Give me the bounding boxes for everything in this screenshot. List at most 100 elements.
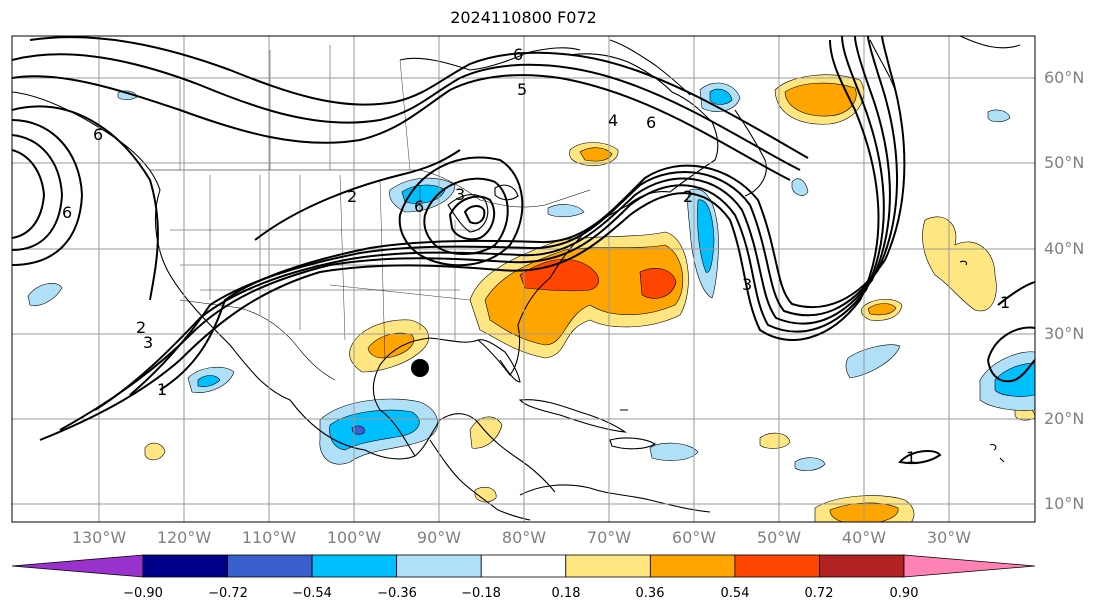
anomaly-patch-nova-scotia-cyan	[697, 199, 715, 273]
contour-low-center-4	[463, 205, 486, 225]
contour-north-atlantic-edge	[997, 281, 1035, 306]
colorbar-tick-label: −0.90	[123, 586, 163, 601]
contour-low-center-3	[448, 195, 496, 241]
contour-5	[159, 36, 906, 391]
lat-label-60n: 60°N	[1044, 68, 1085, 87]
contour-west-low-3	[12, 149, 46, 239]
contour-label: 6	[93, 125, 103, 144]
colorbar-segment	[480, 554, 567, 578]
anomaly-patch-small-blue-3	[794, 457, 826, 471]
map-frame	[11, 35, 1036, 523]
contour-east-closed	[987, 326, 1035, 383]
map-title: 2024110800 F072	[450, 8, 597, 27]
storm-center-marker	[411, 359, 429, 377]
contour-west-low-2	[12, 134, 64, 251]
lon-label-50w: 50°W	[756, 528, 802, 547]
anomaly-patch-small-blue-1	[791, 178, 809, 196]
central-america-coast	[429, 439, 531, 521]
anomaly-patch-small-yellow-4	[474, 486, 497, 503]
canada-arctic-coast	[399, 39, 767, 197]
colorbar-tick-label: 0.54	[720, 586, 750, 601]
lat-label-20n: 20°N	[1044, 409, 1085, 428]
lon-label-40w: 40°W	[841, 528, 887, 547]
anomaly-patch-east-coast-inner	[519, 259, 677, 299]
colorbar-segment	[734, 554, 820, 578]
lon-label-90w: 90°W	[416, 528, 462, 547]
contour-label: 5	[517, 80, 527, 99]
anomaly-patch-caribbean-blue	[649, 442, 699, 461]
colorbar	[11, 554, 1036, 578]
contour-low-center-2	[423, 177, 509, 255]
colorbar-tick-label: −0.18	[461, 586, 501, 601]
colorbar-tick-label: 0.18	[551, 586, 581, 601]
lon-label-80w: 80°W	[501, 528, 547, 547]
shaded-fields	[27, 74, 1035, 522]
anomaly-patch-small-yellow-2	[144, 442, 166, 461]
colorbar-tick-label: −0.54	[292, 586, 332, 601]
atlantic-islands	[620, 260, 1005, 463]
contour-label: 1	[157, 380, 167, 399]
hispaniola-coast	[609, 437, 657, 450]
contour-label: 3	[742, 275, 752, 294]
lat-label-40n: 40°N	[1044, 239, 1085, 258]
colorbar-segment	[227, 554, 313, 578]
contour-mid-trough	[254, 149, 461, 241]
anomaly-patch-midocean-blue	[845, 344, 901, 379]
contour-upper-1	[12, 74, 791, 181]
anomaly-patch-small-yellow-1	[759, 432, 791, 449]
colorbar-segment	[819, 554, 905, 578]
lon-label-110w: 110°W	[241, 528, 297, 547]
contour-lines	[12, 36, 1035, 465]
contour-label: 3	[143, 333, 153, 352]
us-canada-border	[150, 169, 591, 208]
anomaly-patch-mexico-core	[351, 425, 365, 435]
anomaly-patch-labrador-mid	[579, 147, 613, 162]
anomaly-patch-hudson-cyan	[709, 88, 733, 105]
anomaly-patch-small-blue-2	[987, 109, 1011, 123]
contour-label: 2	[347, 187, 357, 206]
colorbar-segment	[142, 554, 228, 578]
contour-label: 2	[683, 187, 693, 206]
contour-upper-3	[29, 36, 809, 159]
contour-label: 2	[136, 318, 146, 337]
contour-label: 4	[608, 111, 618, 130]
lon-label-130w: 130°W	[71, 528, 127, 547]
lon-label-100w: 100°W	[326, 528, 382, 547]
colorbar-segment	[649, 554, 736, 578]
contour-west-low-1	[12, 119, 84, 266]
anomaly-patch-mexico-cyan	[329, 409, 420, 451]
contour-label: 1	[906, 448, 916, 467]
anomaly-patch-pacific-blue	[27, 283, 63, 306]
lon-label-30w: 30°W	[926, 528, 972, 547]
anomaly-patch-small-blue-5	[547, 204, 585, 218]
lat-label-50n: 50°N	[1044, 153, 1085, 172]
graticule	[12, 36, 1035, 522]
anomaly-patch-mid-atlantic-inner	[867, 303, 897, 316]
contour-label: 6	[646, 113, 656, 132]
contour-upper-2	[12, 53, 801, 171]
contour-label: 6	[513, 45, 523, 64]
lon-label-70w: 70°W	[586, 528, 632, 547]
contour-west-ridge	[12, 105, 159, 301]
colorbar-extend-high	[903, 554, 1036, 578]
us-mexico-border	[179, 299, 336, 381]
lon-label-120w: 120°W	[156, 528, 212, 547]
lat-label-30n: 30°N	[1044, 324, 1085, 343]
colorbar-segment	[311, 554, 398, 578]
colorbar-extend-low	[11, 554, 144, 578]
contour-label-group: 6 5 4 6 2 6 2 3 2 3 1 1 3 1 6 6	[62, 45, 1010, 467]
great-lakes	[447, 184, 519, 233]
contour-label: 6	[414, 197, 424, 216]
contour-low-center-1	[398, 156, 524, 267]
contour-2	[59, 36, 885, 431]
south-america-coast	[519, 484, 711, 513]
contour-3	[94, 36, 891, 411]
contour-label: 1	[1000, 293, 1010, 312]
anomaly-patch-baja-cyan	[197, 375, 221, 388]
colorbar-tick-label: −0.36	[377, 586, 417, 601]
colorbar-segment	[396, 554, 482, 578]
contour-1	[39, 39, 880, 441]
lat-label-10n: 10°N	[1044, 494, 1085, 513]
colorbar-tick-label: 0.36	[635, 586, 665, 601]
